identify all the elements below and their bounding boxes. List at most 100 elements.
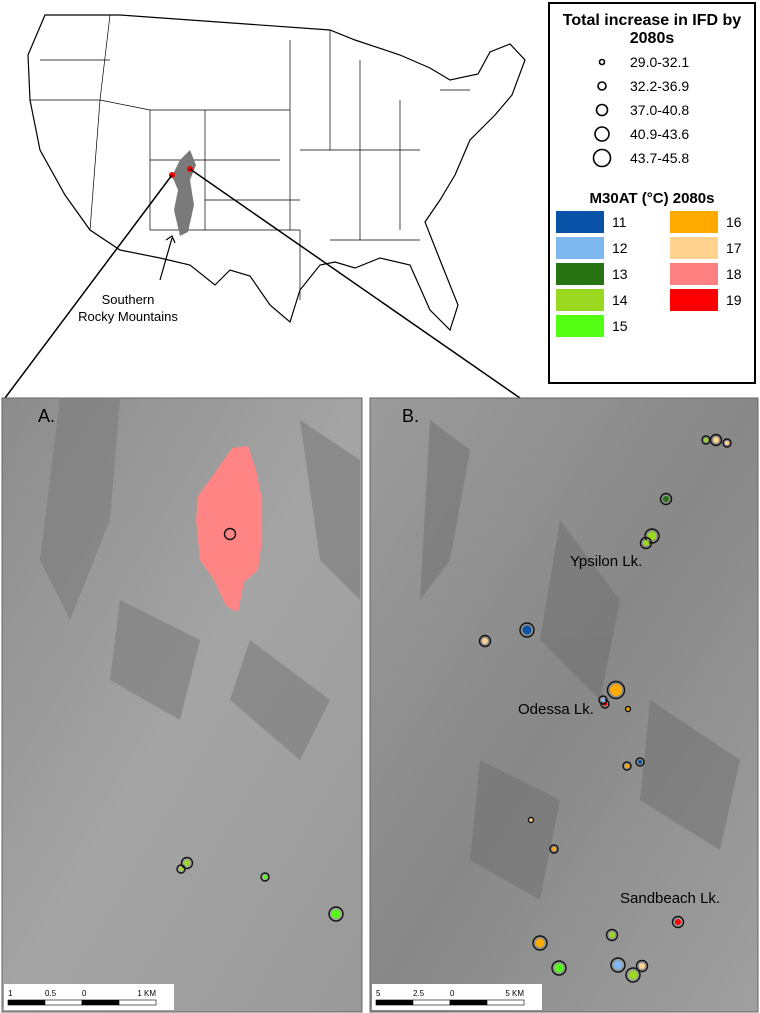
size-symbol [595,103,609,117]
site-fill [529,818,533,822]
markers [176,433,732,983]
site-marker [328,906,344,922]
site-fill [704,438,708,442]
legend-label: 29.0-32.1 [630,54,689,70]
legend-label: 13 [612,266,628,282]
site-marker [478,634,492,648]
scale-label: 2.5 [413,989,425,998]
site-marker [624,705,632,713]
legend-label: 43.7-45.8 [630,150,689,166]
panel-label: A. [38,406,55,426]
scale-label: 0.5 [45,989,57,998]
scale-label: 0 [450,989,455,998]
site-fill [179,867,183,871]
site-fill [601,698,605,702]
size-legend: 29.0-32.1 32.2-36.9 37.0-40.8 40.9-43.6 43.7… [592,54,689,168]
site-marker [519,622,535,638]
terrain [40,398,360,760]
site-fill [713,437,719,443]
color-swatch [556,211,604,233]
site-marker [223,527,237,541]
site-marker [722,438,732,448]
color-swatch [670,237,718,259]
arrow [159,235,176,281]
scale-label: 5 KM [505,989,524,998]
site-fill [643,540,649,546]
size-symbol [592,148,612,168]
legend-label: 11 [612,214,627,230]
scale-segment [7,999,46,1006]
site-fill [482,638,488,644]
scale-bg [4,984,174,1010]
scale-label: 5 [376,989,381,998]
site-marker [635,757,645,767]
site-marker [605,928,619,942]
connector [4,174,173,399]
site-marker [635,959,649,973]
legend-label: 32.2-36.9 [630,78,689,94]
connector [189,168,521,399]
site-fill [626,707,630,711]
region-label: Southern Rocky Mountains [78,292,178,324]
site-fill [610,684,622,696]
color-swatch [670,263,718,285]
panel-label: B. [402,406,419,426]
place-label: Sandbeach Lk. [620,890,720,907]
state-lines [30,14,470,300]
legend-label: 12 [612,240,628,256]
scale-segment [486,999,525,1006]
site-fill [725,441,729,445]
size-symbol [598,58,606,66]
color-swatch [556,289,604,311]
site-fill [675,919,681,925]
color-swatch [556,315,604,337]
legend: Total increase in IFD by 2080s 29.0-32.1… [548,2,756,384]
legend-title: M30AT (°C) 2080s [589,190,715,207]
us-outline [27,14,526,332]
site-fill [609,932,615,938]
place-label: Odessa Lk. [518,701,594,718]
site-marker [176,864,186,874]
legend-label: 37.0-40.8 [630,102,689,118]
site-fill [535,938,545,948]
site-fill [263,875,267,879]
site-fill [647,531,657,541]
site-marker [606,680,626,700]
site-fill [522,625,532,635]
site-fill [613,960,623,970]
site-marker [639,536,653,550]
site-marker [527,816,535,824]
color-swatch [670,211,718,233]
legend-label: 14 [612,292,628,308]
site-fill [639,963,645,969]
site-fill [554,963,564,973]
scale-segment [81,999,120,1006]
site-marker [532,935,548,951]
site-fill [184,860,190,866]
scale-segment [449,999,488,1006]
legend-label: 40.9-43.6 [630,126,689,142]
site-fill [552,847,556,851]
terrain [420,420,740,900]
color-swatch [670,289,718,311]
site-marker [551,960,567,976]
site-marker [671,915,685,929]
legend-label: 17 [726,240,742,256]
size-symbol [594,126,610,142]
legend-label: 19 [726,292,742,308]
site-marker [180,856,194,870]
scale-label: 0 [82,989,87,998]
color-swatch [556,263,604,285]
color-swatch [556,237,604,259]
site-marker [659,492,673,506]
site-marker [610,957,626,973]
scale-segment [44,999,83,1006]
color-legend: 11 12 13 14 15 16 17 18 19 [556,211,742,337]
legend-label: 15 [612,318,628,334]
site-marker [709,433,723,447]
site-marker [260,872,270,882]
site-marker [598,695,608,705]
scale-segment [118,999,157,1006]
site-marker [625,967,641,983]
